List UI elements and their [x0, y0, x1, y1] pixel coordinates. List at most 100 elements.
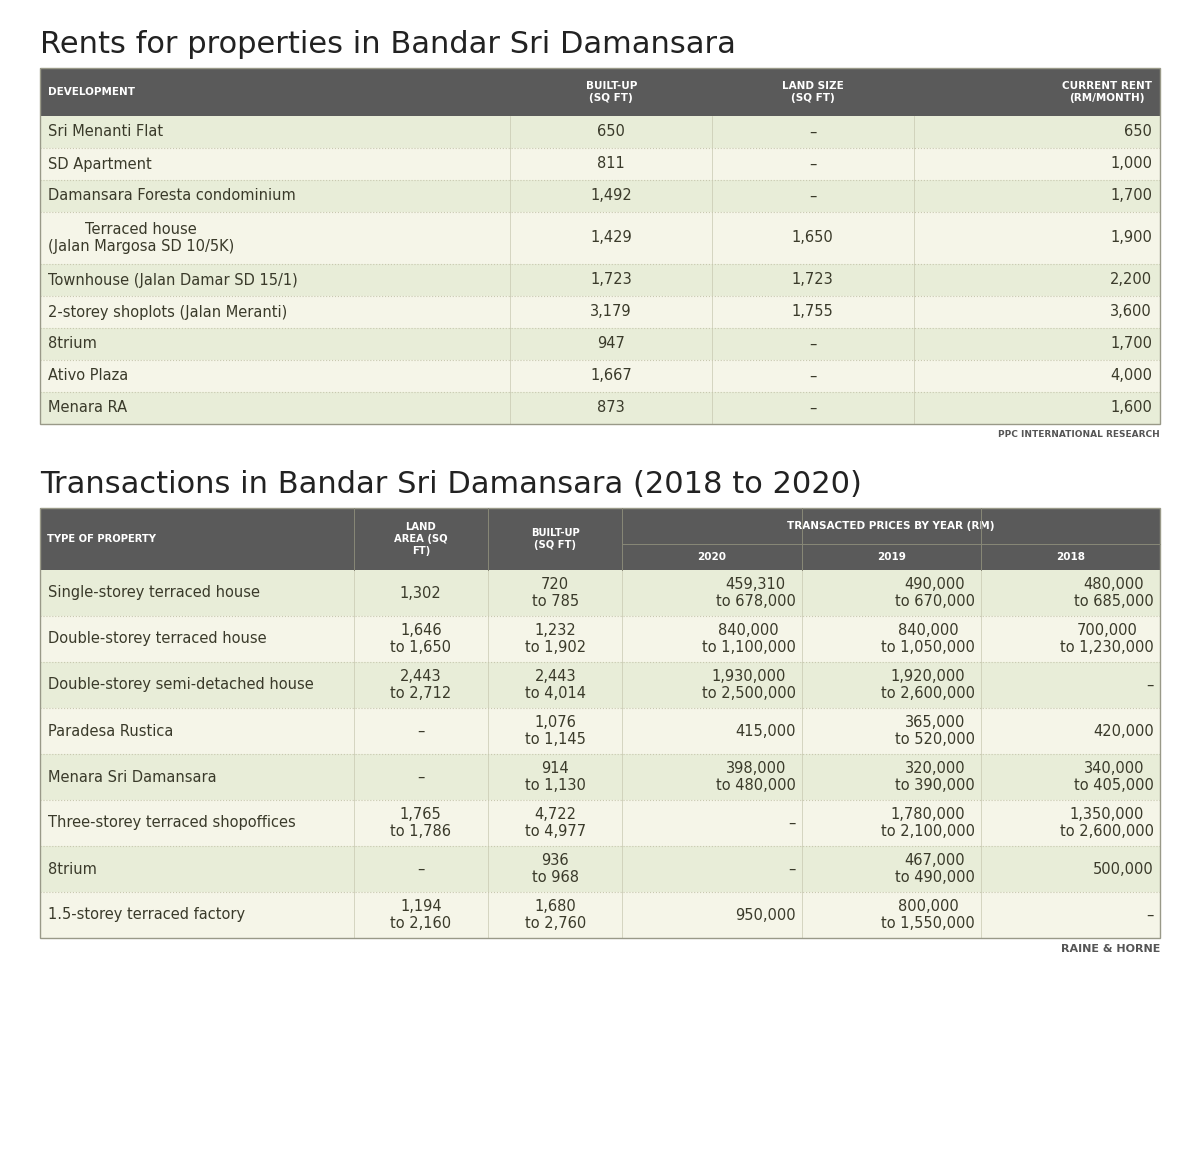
Text: –: – — [418, 769, 425, 785]
Text: 2,443
to 4,014: 2,443 to 4,014 — [524, 669, 586, 701]
Text: 1,723: 1,723 — [792, 272, 834, 287]
Text: 459,310
to 678,000: 459,310 to 678,000 — [715, 577, 796, 609]
Text: 420,000: 420,000 — [1093, 724, 1154, 739]
Bar — [354, 508, 488, 570]
Text: 1,780,000
to 2,100,000: 1,780,000 to 2,100,000 — [881, 807, 974, 839]
Text: 500,000: 500,000 — [1093, 861, 1154, 876]
Bar — [40, 148, 1160, 179]
Text: 4,000: 4,000 — [1110, 368, 1152, 384]
Text: Ativo Plaza: Ativo Plaza — [48, 368, 128, 384]
Text: 320,000
to 390,000: 320,000 to 390,000 — [895, 761, 974, 793]
Text: 2018: 2018 — [1056, 552, 1085, 562]
Text: SD Apartment: SD Apartment — [48, 156, 151, 171]
Bar — [40, 212, 1160, 264]
Text: 1,667: 1,667 — [590, 368, 632, 384]
Bar — [40, 360, 1160, 392]
Text: Townhouse (Jalan Damar SD 15/1): Townhouse (Jalan Damar SD 15/1) — [48, 272, 298, 287]
Bar — [40, 891, 1160, 938]
Text: 1,646
to 1,650: 1,646 to 1,650 — [390, 623, 451, 656]
Text: DEVELOPMENT: DEVELOPMENT — [48, 87, 134, 97]
Bar — [40, 708, 1160, 754]
Bar — [40, 570, 1160, 616]
Bar — [40, 328, 1160, 360]
Text: 1,350,000
to 2,600,000: 1,350,000 to 2,600,000 — [1060, 807, 1154, 839]
Text: Double-storey terraced house: Double-storey terraced house — [48, 631, 266, 646]
Text: 2-storey shoplots (Jalan Meranti): 2-storey shoplots (Jalan Meranti) — [48, 305, 287, 319]
Text: 840,000
to 1,100,000: 840,000 to 1,100,000 — [702, 623, 796, 656]
Bar — [40, 296, 1160, 328]
Text: –: – — [809, 189, 816, 203]
Text: PPC INTERNATIONAL RESEARCH: PPC INTERNATIONAL RESEARCH — [998, 430, 1160, 439]
Bar — [40, 800, 1160, 846]
Text: 2019: 2019 — [877, 552, 906, 562]
Text: 4,722
to 4,977: 4,722 to 4,977 — [524, 807, 586, 839]
Text: 840,000
to 1,050,000: 840,000 to 1,050,000 — [881, 623, 974, 656]
Text: 720
to 785: 720 to 785 — [532, 577, 578, 609]
Text: 1,900: 1,900 — [1110, 231, 1152, 245]
Text: 650: 650 — [598, 124, 625, 140]
Bar — [40, 616, 1160, 662]
Text: Menara RA: Menara RA — [48, 400, 127, 415]
Text: 8trium: 8trium — [48, 861, 97, 876]
Text: Single-storey terraced house: Single-storey terraced house — [48, 585, 260, 601]
Bar — [40, 68, 510, 116]
Text: 1,232
to 1,902: 1,232 to 1,902 — [524, 623, 586, 656]
Bar — [40, 508, 1160, 938]
Bar — [40, 264, 1160, 296]
Text: 1,723: 1,723 — [590, 272, 632, 287]
Text: 950,000: 950,000 — [734, 908, 796, 922]
Text: LAND SIZE
(SQ FT): LAND SIZE (SQ FT) — [782, 81, 844, 103]
Text: 467,000
to 490,000: 467,000 to 490,000 — [895, 853, 974, 886]
Text: 2,443
to 2,712: 2,443 to 2,712 — [390, 669, 451, 701]
Bar — [40, 846, 1160, 891]
Text: 1,700: 1,700 — [1110, 189, 1152, 203]
Text: 1,930,000
to 2,500,000: 1,930,000 to 2,500,000 — [702, 669, 796, 701]
Text: 365,000
to 520,000: 365,000 to 520,000 — [895, 714, 974, 747]
Text: 3,600: 3,600 — [1110, 305, 1152, 319]
Text: 936
to 968: 936 to 968 — [532, 853, 578, 886]
Text: 1,920,000
to 2,600,000: 1,920,000 to 2,600,000 — [881, 669, 974, 701]
Text: 1,076
to 1,145: 1,076 to 1,145 — [524, 714, 586, 747]
Text: 1,600: 1,600 — [1110, 400, 1152, 415]
Text: 1,429: 1,429 — [590, 231, 632, 245]
Text: 700,000
to 1,230,000: 700,000 to 1,230,000 — [1061, 623, 1154, 656]
Bar — [913, 68, 1160, 116]
Text: –: – — [809, 400, 816, 415]
Text: 800,000
to 1,550,000: 800,000 to 1,550,000 — [881, 899, 974, 931]
Text: 1,650: 1,650 — [792, 231, 834, 245]
Bar — [40, 179, 1160, 212]
Text: RAINE & HORNE: RAINE & HORNE — [1061, 944, 1160, 954]
Text: 1,680
to 2,760: 1,680 to 2,760 — [524, 899, 586, 931]
Bar — [40, 116, 1160, 148]
Text: Sri Menanti Flat: Sri Menanti Flat — [48, 124, 163, 140]
Text: Double-storey semi-detached house: Double-storey semi-detached house — [48, 678, 313, 692]
Bar — [40, 508, 354, 570]
Text: 1.5-storey terraced factory: 1.5-storey terraced factory — [48, 908, 245, 922]
Text: Three-storey terraced shopoffices: Three-storey terraced shopoffices — [48, 815, 295, 830]
Text: 1,755: 1,755 — [792, 305, 834, 319]
Text: TRANSACTED PRICES BY YEAR (RM): TRANSACTED PRICES BY YEAR (RM) — [787, 521, 995, 531]
Text: 1,194
to 2,160: 1,194 to 2,160 — [390, 899, 451, 931]
Text: 811: 811 — [598, 156, 625, 171]
Bar — [40, 392, 1160, 423]
Text: 8trium: 8trium — [48, 337, 97, 352]
Text: Menara Sri Damansara: Menara Sri Damansara — [48, 769, 217, 785]
Text: 3,179: 3,179 — [590, 305, 632, 319]
Text: BUILT-UP
(SQ FT): BUILT-UP (SQ FT) — [586, 81, 637, 103]
Text: Paradesa Rustica: Paradesa Rustica — [48, 724, 173, 739]
Text: BUILT-UP
(SQ FT): BUILT-UP (SQ FT) — [530, 528, 580, 550]
Text: –: – — [418, 861, 425, 876]
Text: 2,200: 2,200 — [1110, 272, 1152, 287]
Text: 398,000
to 480,000: 398,000 to 480,000 — [715, 761, 796, 793]
Text: –: – — [809, 124, 816, 140]
Text: 490,000
to 670,000: 490,000 to 670,000 — [895, 577, 974, 609]
Bar — [623, 544, 802, 570]
Text: 1,000: 1,000 — [1110, 156, 1152, 171]
Text: Damansara Foresta condominium: Damansara Foresta condominium — [48, 189, 295, 203]
Text: 650: 650 — [1124, 124, 1152, 140]
Bar — [980, 544, 1160, 570]
Bar — [40, 662, 1160, 708]
Text: –: – — [1147, 678, 1154, 692]
Text: 2020: 2020 — [697, 552, 726, 562]
Text: 415,000: 415,000 — [736, 724, 796, 739]
